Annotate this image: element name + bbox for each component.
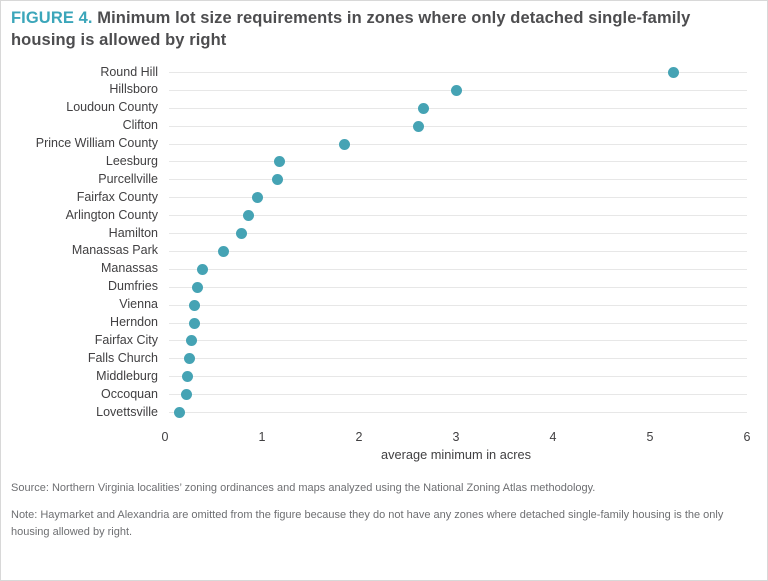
data-point-dot (180, 389, 192, 401)
data-point-dot (174, 407, 186, 418)
note-text: Note: Haymarket and Alexandria are omitt… (11, 509, 724, 538)
row-gridline (169, 304, 747, 306)
row-gridline (169, 143, 747, 145)
row-gridline (169, 250, 747, 252)
category-label: Arlington County (65, 207, 158, 222)
row-gridline (169, 394, 747, 396)
chart-row: Vienna (11, 296, 759, 314)
chart-plot-area: Round Hill Hillsboro Loudoun County Clifton… (11, 63, 759, 423)
chart-row: Dumfries (11, 278, 759, 296)
category-label: Purcellville (98, 171, 158, 186)
data-point-dot (338, 138, 350, 150)
chart-row: Lovettsville (11, 404, 759, 422)
row-gridline (169, 376, 747, 378)
row-gridline (169, 215, 747, 217)
x-axis-tick-label: 1 (258, 430, 266, 444)
row-gridline (169, 107, 747, 109)
chart-row: Purcellville (11, 171, 759, 189)
data-point-dot (217, 245, 229, 257)
data-point-dot (450, 84, 462, 96)
category-label: Dumfries (107, 279, 158, 294)
figure-title-text: Minimum lot size requirements in zones w… (11, 9, 691, 49)
category-label: Occoquan (101, 386, 158, 401)
data-point-dot (188, 299, 200, 311)
data-point-dot (188, 317, 200, 329)
chart-row: Loudoun County (11, 99, 759, 117)
category-label: Hamilton (108, 225, 158, 240)
data-point-dot (251, 192, 263, 204)
chart-row: Clifton (11, 117, 759, 135)
category-label: Manassas Park (71, 243, 158, 258)
x-axis-tick-label: 4 (549, 430, 557, 444)
chart-row: Manassas (11, 260, 759, 278)
x-axis-tick-label: 5 (646, 430, 654, 444)
chart-row: Middleburg (11, 368, 759, 386)
x-axis-ticks: 0 1 2 3 4 5 6 (11, 430, 759, 446)
x-axis-tick-label: 0 (161, 430, 169, 444)
data-point-dot (191, 281, 203, 293)
category-label: Fairfax City (94, 332, 158, 347)
data-point-dot (183, 353, 195, 365)
data-point-dot (417, 102, 429, 114)
chart-row: Fairfax County (11, 189, 759, 207)
row-gridline (169, 286, 747, 288)
data-point-dot (236, 228, 248, 240)
data-point-dot (667, 67, 679, 78)
row-gridline (169, 412, 747, 413)
row-gridline (169, 179, 747, 181)
category-label: Fairfax County (76, 189, 158, 204)
category-label: Herndon (110, 315, 158, 330)
chart-row: Prince William County (11, 135, 759, 153)
figure-title: FIGURE 4. Minimum lot size requirements … (11, 8, 741, 52)
x-axis-tick-label: 3 (452, 430, 460, 444)
chart-row: Arlington County (11, 207, 759, 225)
x-axis-label: average minimum in acres (380, 447, 532, 462)
source-text: Source: Northern Virginia localities’ zo… (11, 482, 596, 494)
category-label: Round Hill (100, 64, 158, 79)
category-label: Middleburg (96, 368, 158, 383)
chart-row: Round Hill (11, 64, 759, 82)
category-label: Lovettsville (96, 404, 158, 419)
category-label: Prince William County (35, 136, 158, 151)
chart-row: Manassas Park (11, 242, 759, 260)
row-gridline (169, 322, 747, 324)
category-label: Hillsboro (109, 82, 158, 97)
category-label: Manassas (101, 261, 158, 276)
row-gridline (169, 268, 747, 270)
data-point-dot (185, 335, 197, 347)
data-point-dot (197, 263, 209, 275)
chart-row: Hamilton (11, 225, 759, 243)
x-axis-tick-label: 2 (355, 430, 363, 444)
row-gridline (169, 233, 747, 235)
row-gridline (169, 197, 747, 199)
row-gridline (169, 72, 747, 73)
category-label: Loudoun County (66, 100, 158, 115)
row-gridline (169, 125, 747, 127)
data-point-dot (273, 156, 285, 168)
data-point-dot (412, 120, 424, 132)
row-gridline (169, 161, 747, 163)
row-gridline (169, 358, 747, 360)
chart-row: Herndon (11, 314, 759, 332)
category-label: Falls Church (87, 350, 158, 365)
category-label: Clifton (122, 118, 158, 133)
category-label: Leesburg (105, 153, 158, 168)
figure-number-label: FIGURE 4. (11, 9, 93, 27)
chart-row: Occoquan (11, 386, 759, 404)
category-label: Vienna (119, 297, 158, 312)
data-point-dot (242, 210, 254, 222)
chart-row: Fairfax City (11, 332, 759, 350)
data-point-dot (272, 174, 284, 186)
chart-row: Hillsboro (11, 81, 759, 99)
data-point-dot (181, 371, 193, 383)
x-axis-tick-label: 6 (743, 430, 751, 444)
row-gridline (169, 340, 747, 342)
chart-row: Leesburg (11, 153, 759, 171)
chart-row: Falls Church (11, 350, 759, 368)
